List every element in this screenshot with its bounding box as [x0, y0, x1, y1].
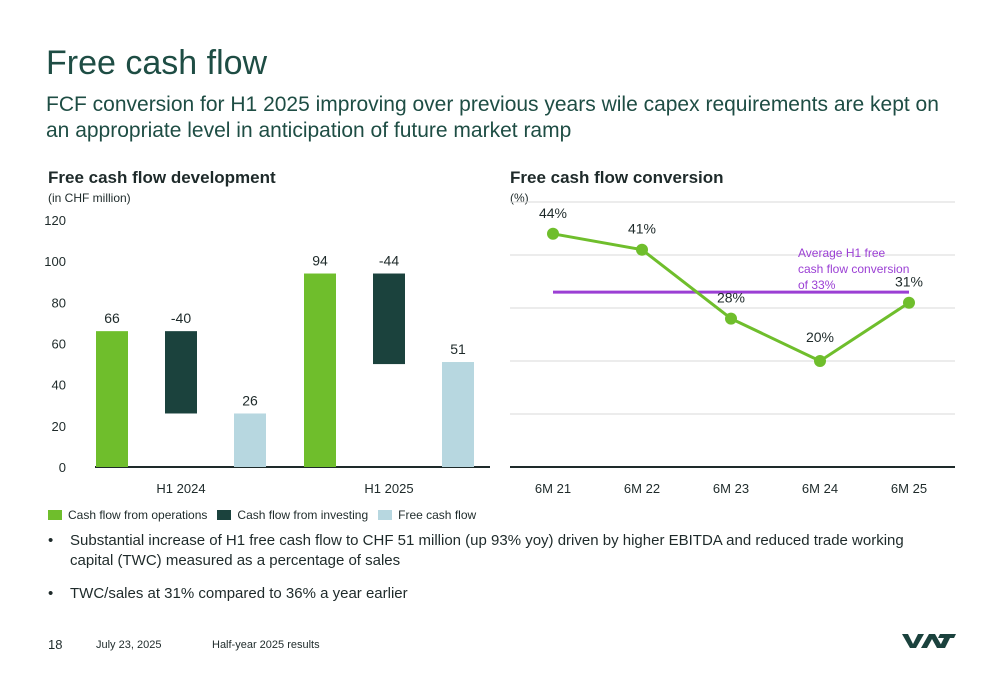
average-label: Average H1 free	[798, 246, 885, 260]
bar-operations	[96, 331, 128, 467]
x-category-label: H1 2025	[364, 481, 413, 496]
bullet-list: • Substantial increase of H1 free cash f…	[48, 531, 928, 617]
x-category-label: 6M 23	[713, 481, 749, 496]
average-label: of 33%	[798, 278, 836, 292]
x-category-label: 6M 24	[802, 481, 838, 496]
bullet-text: TWC/sales at 31% compared to 36% a year …	[70, 585, 408, 602]
x-category-label: 6M 25	[891, 481, 927, 496]
vat-logo	[902, 634, 956, 648]
y-tick-label: 0	[59, 460, 66, 475]
data-point	[547, 227, 559, 240]
legend-item-fcf: Free cash flow	[378, 508, 476, 522]
bar-data-label: -44	[379, 253, 399, 269]
fcf-development-chart: 0 20 40 60 80 100 120 66 -40 26 H1 2024 94 -44 51 H1 2…	[44, 213, 490, 496]
page-number: 18	[48, 637, 63, 652]
legend-item-operations: Cash flow from operations	[48, 508, 207, 522]
legend-swatch-fcf	[378, 510, 393, 520]
point-data-label: 44%	[539, 205, 567, 221]
x-category-label: 6M 21	[535, 481, 571, 496]
bar-data-label: 26	[242, 392, 258, 408]
page-title: Free cash flow	[46, 44, 268, 82]
legend-label-investing: Cash flow from investing	[237, 508, 369, 522]
bullet-item: • Substantial increase of H1 free cash f…	[48, 531, 928, 571]
footer-date: July 23, 2025	[96, 639, 162, 651]
bar-data-label: 94	[312, 253, 328, 269]
point-data-label: 31%	[895, 274, 923, 290]
legend-swatch-operations	[48, 510, 62, 520]
y-tick-label: 80	[52, 295, 66, 310]
y-tick-label: 60	[52, 337, 66, 352]
bullet-dot: •	[48, 585, 54, 602]
legend-item-investing: Cash flow from investing	[217, 508, 368, 522]
bar-fcf	[234, 413, 266, 467]
bar-investing	[165, 331, 197, 414]
legend-label-operations: Cash flow from operations	[68, 508, 208, 522]
y-tick-label: 100	[44, 254, 66, 269]
chart-legend: Cash flow from operations Cash flow from…	[48, 508, 486, 522]
bar-data-label: -40	[171, 310, 191, 326]
bullet-dot: •	[48, 532, 54, 549]
data-point	[725, 312, 737, 325]
data-point	[636, 243, 648, 256]
bar-fcf	[442, 362, 474, 467]
left-chart-unit: (in CHF million)	[48, 191, 131, 205]
y-tick-label: 40	[52, 378, 66, 393]
y-tick-label: 120	[44, 213, 66, 228]
left-chart-title: Free cash flow development	[48, 168, 276, 187]
bar-data-label: 51	[450, 341, 466, 357]
bar-investing	[373, 273, 405, 365]
point-data-label: 20%	[806, 329, 834, 345]
bar-operations	[304, 273, 336, 467]
bar-data-label: 66	[104, 310, 120, 326]
y-tick-label: 20	[52, 419, 66, 434]
point-data-label: 28%	[717, 290, 745, 306]
bullet-text: Substantial increase of H1 free cash flo…	[70, 532, 904, 569]
right-chart-title: Free cash flow conversion	[510, 168, 724, 187]
data-point	[814, 355, 826, 367]
legend-label-fcf: Free cash flow	[398, 508, 477, 522]
x-category-label: H1 2024	[156, 481, 205, 496]
data-point	[903, 296, 915, 309]
footer-document: Half-year 2025 results	[212, 639, 320, 651]
fcf-conversion-chart: 6M 21 6M 22 6M 23 6M 24 6M 25 Average H1 free…	[510, 201, 955, 496]
point-data-label: 41%	[628, 221, 656, 237]
bullet-item: • TWC/sales at 31% compared to 36% a yea…	[48, 584, 928, 604]
page-subtitle: FCF conversion for H1 2025 improving ove…	[46, 93, 939, 142]
legend-swatch-investing	[217, 510, 232, 520]
average-label: cash flow conversion	[798, 262, 909, 276]
x-category-label: 6M 22	[624, 481, 660, 496]
